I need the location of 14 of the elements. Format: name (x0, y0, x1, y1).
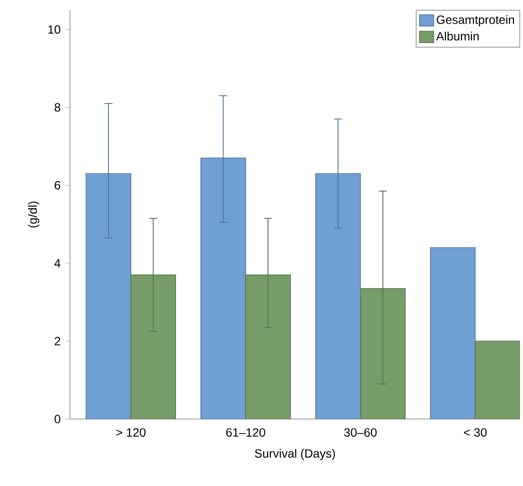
y-axis-title: (g/dl) (28, 202, 40, 228)
x-tick-label: 30–60 (344, 428, 377, 437)
legend-label: Gesamtprotein (436, 15, 514, 26)
x-tick-label: > 120 (116, 428, 146, 437)
y-tick-label: 6 (54, 181, 60, 190)
y-tick-label: 4 (54, 259, 60, 268)
y-tick-label: 0 (54, 414, 60, 424)
y-tick-label: 2 (54, 336, 60, 346)
y-tick-label: 10 (48, 25, 60, 34)
x-tick-label: < 30 (464, 428, 487, 437)
y-tick-label: 8 (54, 103, 60, 112)
x-tick-label: 61–120 (226, 428, 266, 437)
x-axis-title: Survival (Days) (254, 448, 335, 460)
legend-label: Albumin (436, 32, 479, 40)
